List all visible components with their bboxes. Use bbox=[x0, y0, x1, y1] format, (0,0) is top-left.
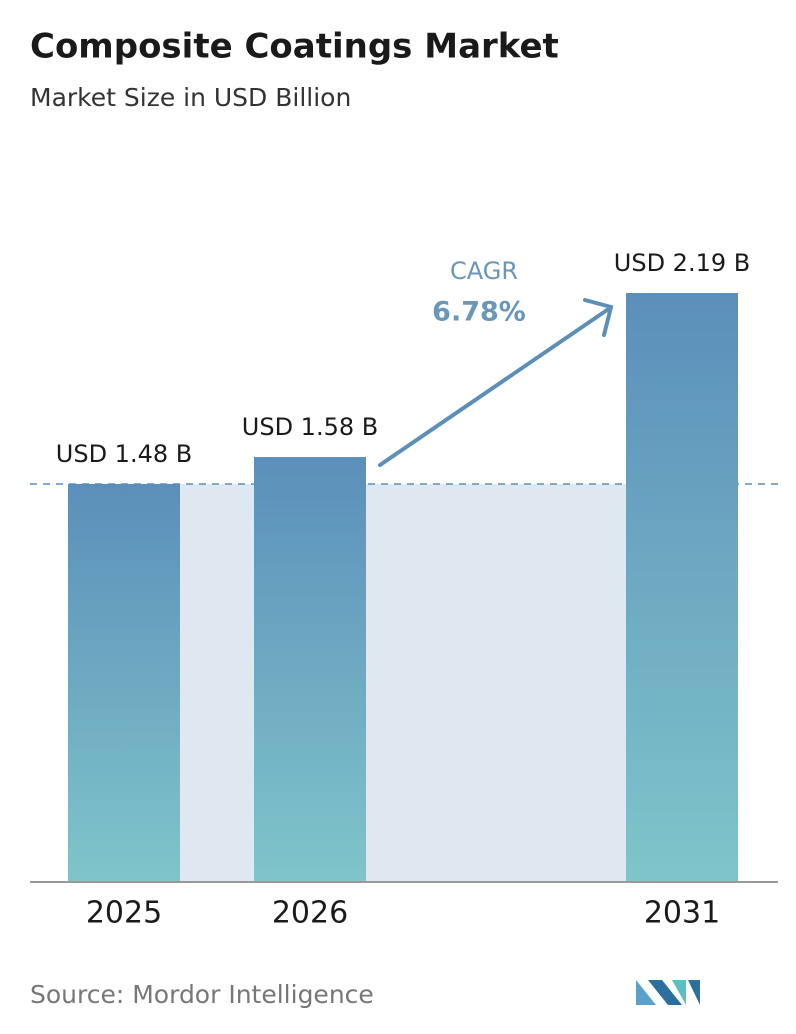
bar bbox=[68, 483, 180, 882]
value-label: USD 1.58 B bbox=[242, 413, 378, 441]
bar bbox=[254, 457, 366, 882]
cagr-value: 6.78% bbox=[432, 297, 526, 328]
chart-title: Composite Coatings Market bbox=[30, 27, 559, 67]
bar bbox=[626, 293, 738, 882]
source: Source: Mordor Intelligence bbox=[30, 980, 374, 1009]
x-tick-label: 2025 bbox=[86, 896, 162, 931]
plot-area: USD 1.48 B 2025 USD 1.58 B 2026 USD 2.19 B 20… bbox=[30, 249, 780, 931]
x-tick-label: 2026 bbox=[272, 896, 348, 931]
value-label: USD 2.19 B bbox=[614, 249, 750, 277]
chart-subtitle: Market Size in USD Billion bbox=[30, 83, 351, 112]
reference-band bbox=[124, 483, 682, 882]
x-tick-label: 2031 bbox=[644, 896, 720, 931]
cagr-label: CAGR bbox=[450, 257, 518, 285]
logo bbox=[636, 980, 700, 1005]
value-label: USD 1.48 B bbox=[56, 440, 192, 468]
cagr-arrow bbox=[378, 298, 614, 467]
